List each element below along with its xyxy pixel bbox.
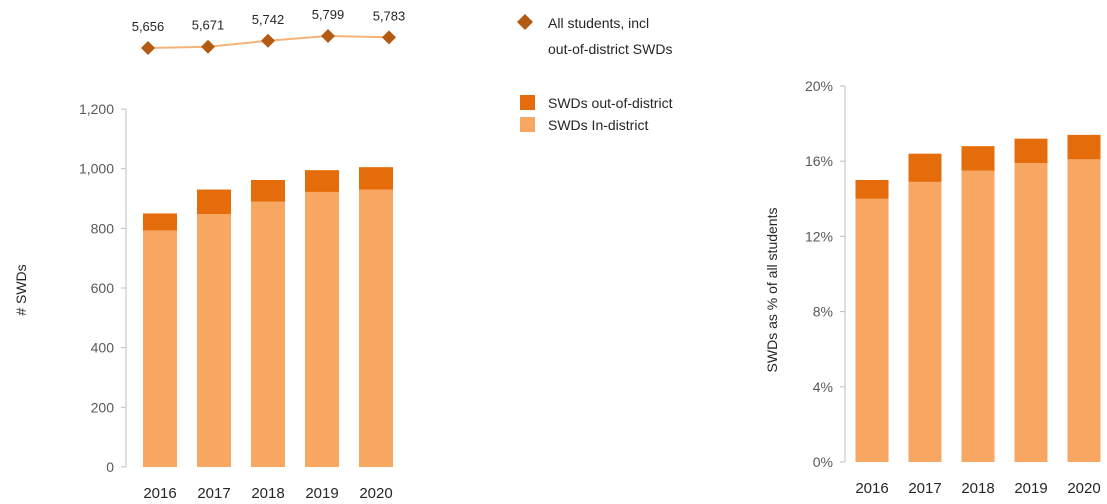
y-tick-label: 8% bbox=[813, 304, 833, 320]
x-tick-label: 2016 bbox=[143, 485, 176, 502]
total-students-line-chart: 5,656 5,671 5,742 5,799 5,783 bbox=[132, 7, 406, 55]
total-students-marker bbox=[382, 30, 396, 45]
y-tick-label: 0 bbox=[106, 459, 114, 475]
bar-out-of-district bbox=[143, 213, 177, 231]
y-tick-label: 400 bbox=[91, 340, 115, 356]
y-tick-label: 12% bbox=[805, 228, 833, 244]
bar-out-of-district bbox=[1014, 138, 1048, 164]
bar-in-district bbox=[359, 189, 393, 468]
bar-in-district bbox=[143, 230, 177, 467]
bar-in-district bbox=[1014, 163, 1048, 462]
y-tick-label: 200 bbox=[91, 399, 115, 415]
y-tick-label: 800 bbox=[91, 220, 115, 236]
bar-out-of-district bbox=[359, 167, 393, 190]
total-students-marker bbox=[261, 33, 275, 48]
total-students-data-label: 5,799 bbox=[312, 7, 345, 22]
x-tick-label: 2020 bbox=[359, 485, 392, 502]
bar-out-of-district bbox=[855, 180, 889, 199]
bar-in-district bbox=[251, 201, 285, 467]
y-tick-label: 1,000 bbox=[79, 161, 114, 177]
total-students-data-label: 5,671 bbox=[192, 18, 225, 33]
total-students-data-label: 5,742 bbox=[252, 12, 285, 27]
bar-out-of-district bbox=[305, 170, 339, 192]
x-tick-label: 2018 bbox=[961, 480, 994, 497]
bar-in-district bbox=[855, 198, 889, 463]
legend-total-label-line2: out-of-district SWDs bbox=[548, 41, 672, 57]
chart-legend: All students, incl out-of-district SWDs … bbox=[517, 14, 673, 133]
bar-in-district bbox=[961, 170, 995, 462]
bar-in-district bbox=[908, 181, 942, 462]
bar-out-of-district bbox=[197, 189, 231, 215]
x-tick-label: 2018 bbox=[251, 485, 284, 502]
y-tick-label: 16% bbox=[805, 153, 833, 169]
bar-in-district bbox=[305, 191, 339, 468]
swd-count-bar-chart: 0 200 400 600 800 1,000 1,200 2016 2017 2018 2019 2… bbox=[79, 101, 393, 502]
legend-total-label-line1: All students, incl bbox=[548, 15, 649, 31]
x-tick-label: 2017 bbox=[197, 485, 230, 502]
x-tick-label: 2017 bbox=[908, 480, 941, 497]
x-tick-label: 2016 bbox=[855, 480, 888, 497]
swd-percent-bar-chart: 0% 4% 8% 12% 16% 20% 2016 2017 2018 2019 2020 bbox=[805, 78, 1101, 497]
bar-out-of-district bbox=[251, 180, 285, 202]
legend-out-of-district-swatch bbox=[520, 95, 535, 110]
total-students-data-label: 5,783 bbox=[373, 8, 406, 23]
y-tick-label: 4% bbox=[813, 379, 833, 395]
total-students-marker bbox=[321, 29, 335, 43]
bar-out-of-district bbox=[961, 146, 995, 171]
bar-out-of-district bbox=[908, 153, 942, 182]
left-y-axis-title: # SWDs bbox=[13, 264, 29, 315]
x-tick-label: 2019 bbox=[305, 485, 338, 502]
bar-out-of-district bbox=[1067, 134, 1101, 160]
y-tick-label: 20% bbox=[805, 78, 833, 94]
y-tick-label: 1,200 bbox=[79, 101, 114, 117]
legend-total-marker-icon bbox=[517, 14, 533, 30]
y-tick-label: 600 bbox=[91, 280, 115, 296]
right-y-axis-title: SWDs as % of all students bbox=[764, 208, 780, 373]
legend-in-district-swatch bbox=[520, 117, 535, 132]
total-students-data-label: 5,656 bbox=[132, 19, 165, 34]
x-tick-label: 2019 bbox=[1014, 480, 1047, 497]
y-tick-label: 0% bbox=[813, 454, 833, 470]
bar-in-district bbox=[1067, 159, 1101, 462]
total-students-marker bbox=[201, 39, 215, 54]
legend-out-of-district-label: SWDs out-of-district bbox=[548, 95, 673, 111]
x-tick-label: 2020 bbox=[1067, 480, 1100, 497]
total-students-marker bbox=[141, 41, 155, 55]
legend-in-district-label: SWDs In-district bbox=[548, 117, 648, 133]
bar-in-district bbox=[197, 214, 231, 467]
